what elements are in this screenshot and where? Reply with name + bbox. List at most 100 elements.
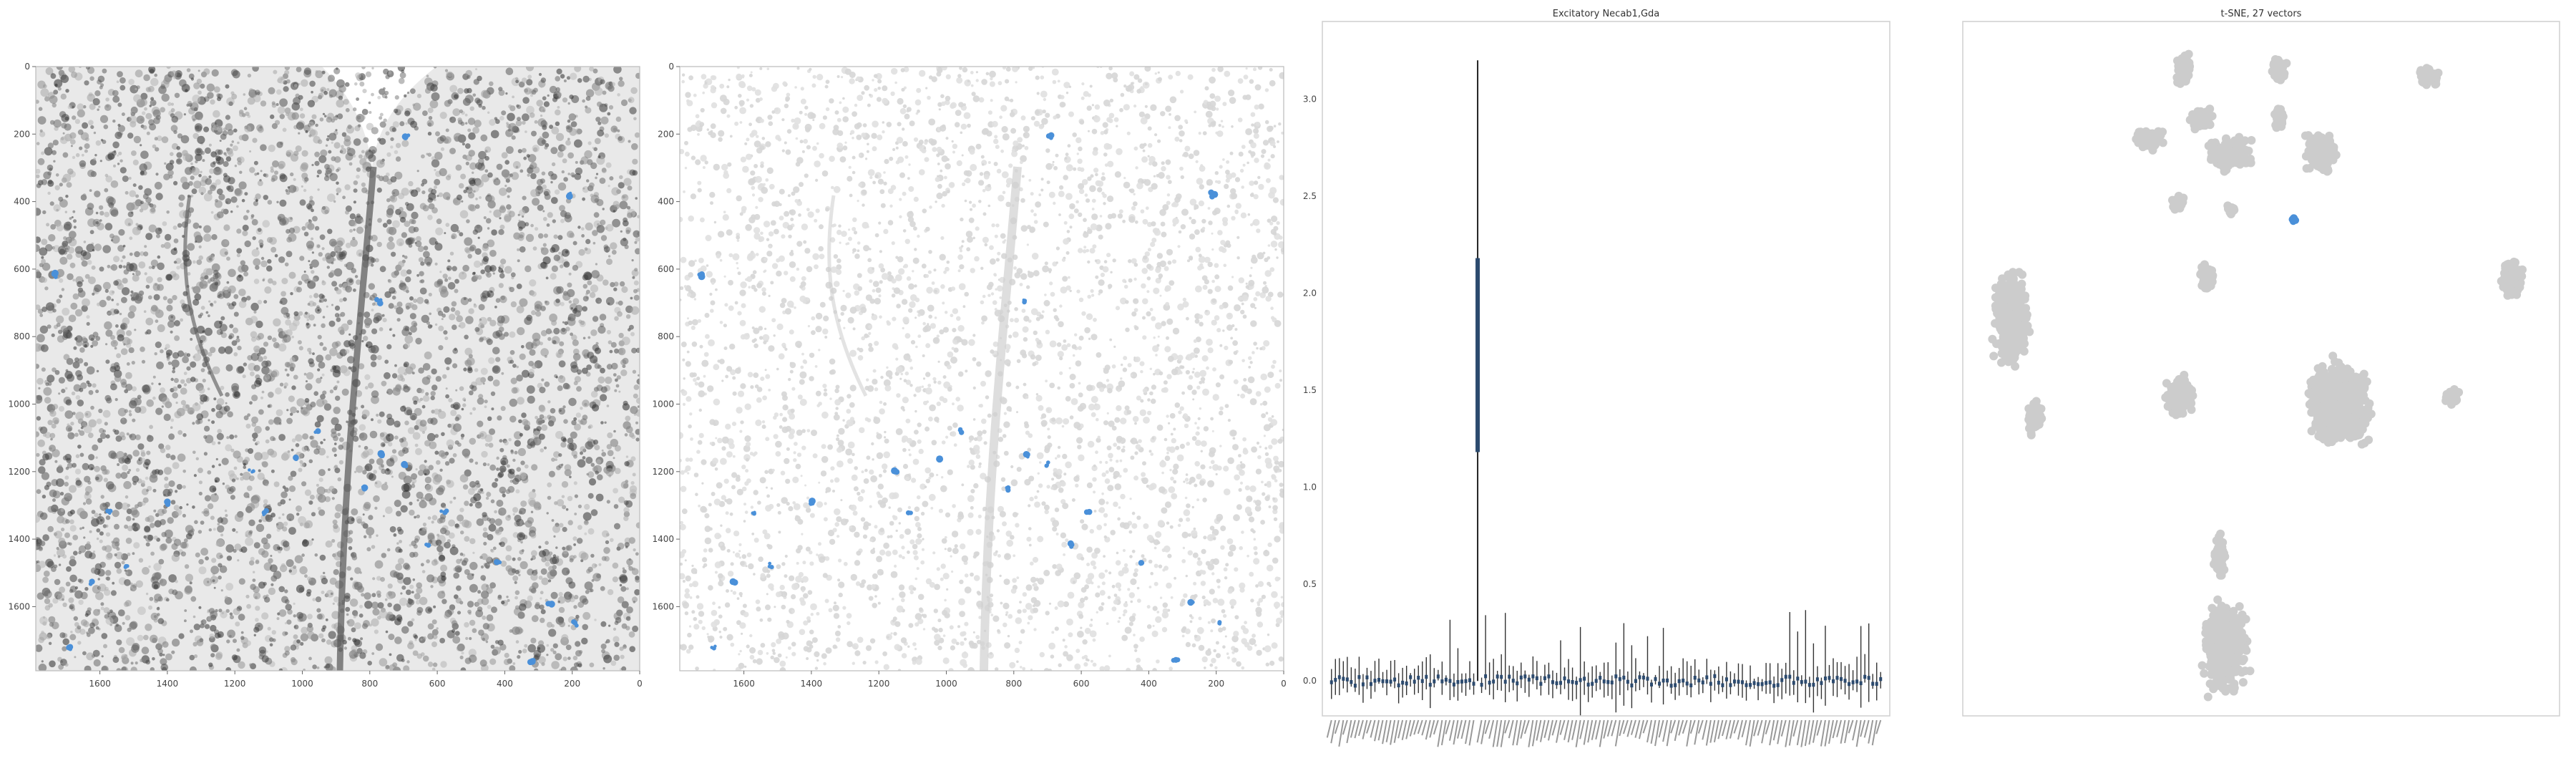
cell	[530, 533, 537, 539]
cell	[374, 480, 382, 488]
cell	[586, 472, 589, 476]
cell	[328, 238, 337, 247]
cell	[336, 240, 343, 248]
cell	[100, 606, 104, 611]
cell	[183, 538, 188, 543]
cell	[504, 185, 507, 188]
cell	[92, 331, 99, 338]
cell	[331, 341, 339, 349]
cell	[337, 477, 342, 482]
cell	[258, 239, 264, 245]
cell	[36, 304, 41, 310]
cell	[416, 94, 422, 99]
cell	[118, 151, 122, 155]
cell	[69, 542, 72, 546]
cell	[526, 385, 535, 394]
cell	[110, 339, 118, 347]
cell	[198, 186, 207, 195]
cell	[170, 500, 176, 505]
cell	[176, 146, 180, 150]
cell	[449, 251, 454, 256]
cell	[517, 557, 522, 561]
cell	[354, 622, 361, 629]
cell	[352, 638, 357, 643]
cell	[296, 67, 302, 72]
cell	[447, 259, 451, 263]
cell	[356, 97, 359, 101]
cell	[64, 482, 69, 487]
cell	[360, 637, 364, 641]
cell	[318, 469, 326, 477]
cell	[230, 143, 233, 147]
cell	[438, 555, 446, 562]
cell	[529, 112, 535, 118]
cell	[99, 266, 104, 272]
cell	[539, 406, 546, 413]
cell	[405, 276, 411, 283]
cell	[218, 441, 221, 445]
cell	[328, 89, 337, 97]
cell	[526, 79, 533, 86]
cell	[505, 545, 512, 552]
cell	[85, 412, 89, 416]
cell	[376, 413, 379, 417]
cell	[557, 182, 567, 191]
cell	[398, 548, 403, 553]
cell	[198, 174, 202, 178]
cell	[562, 527, 567, 533]
cell	[488, 428, 496, 435]
cell	[548, 579, 552, 583]
cell	[77, 508, 85, 516]
cell	[207, 616, 212, 621]
cell	[499, 188, 507, 196]
cell	[381, 464, 384, 468]
cell	[230, 495, 235, 500]
cell	[484, 150, 488, 153]
cell	[321, 591, 325, 594]
cell	[369, 473, 376, 481]
cell	[225, 123, 233, 131]
cell	[66, 328, 69, 331]
cell	[485, 496, 489, 500]
cell	[478, 629, 484, 636]
cell	[488, 442, 494, 448]
cell	[522, 97, 530, 104]
cell	[575, 641, 581, 647]
cell	[188, 181, 193, 186]
cell	[228, 101, 233, 106]
cell	[211, 407, 215, 412]
cell	[473, 79, 479, 85]
cell	[165, 598, 170, 602]
cell	[540, 617, 545, 624]
cell	[621, 286, 628, 294]
cell	[550, 557, 557, 565]
cell	[478, 304, 485, 311]
cell	[462, 484, 469, 490]
cell	[596, 459, 602, 465]
cell	[320, 575, 324, 579]
cell	[107, 264, 111, 268]
cell	[155, 147, 160, 152]
cell	[450, 223, 459, 233]
cell	[560, 264, 564, 268]
cell	[211, 441, 216, 445]
cell	[64, 663, 69, 667]
cell	[431, 159, 440, 168]
cell	[39, 314, 44, 317]
cell	[260, 144, 267, 151]
cell	[219, 320, 223, 325]
cell	[193, 231, 201, 239]
cell	[436, 218, 442, 225]
cell	[551, 162, 556, 167]
cell	[379, 121, 386, 128]
cell	[530, 510, 534, 513]
cell	[217, 525, 225, 533]
cell	[481, 591, 489, 599]
cell	[494, 477, 499, 482]
cell	[39, 131, 46, 137]
cell	[172, 639, 180, 647]
cell	[333, 596, 340, 603]
cell	[258, 624, 260, 628]
cell	[427, 661, 434, 667]
cell	[198, 558, 204, 565]
